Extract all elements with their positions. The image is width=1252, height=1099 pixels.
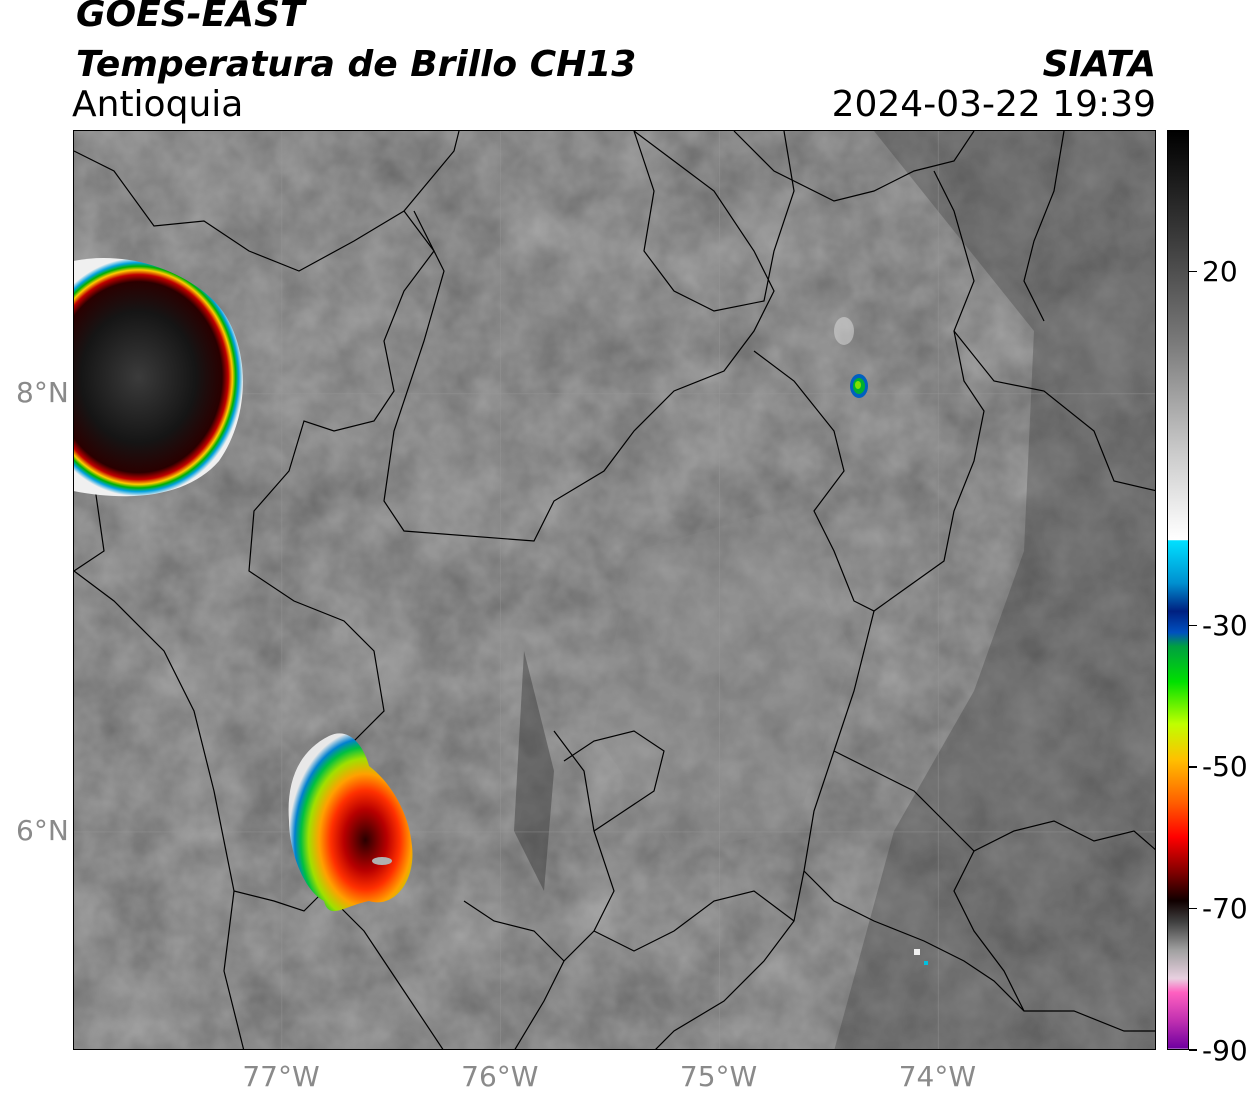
colorbar <box>1167 130 1189 1050</box>
x-tick-label: 76°W <box>461 1060 539 1093</box>
convective-storm-west <box>74 258 243 497</box>
y-tick-label: 8°N <box>16 376 69 410</box>
satellite-map <box>73 130 1156 1050</box>
datetime-label: 2024-03-22 19:39 <box>831 84 1156 125</box>
colorbar-tick-label: 20 <box>1202 255 1238 289</box>
small-cell-south <box>914 949 928 965</box>
map-canvas <box>74 131 1155 1049</box>
colorbar-tick-mark <box>1189 270 1197 273</box>
colorbar-tick-mark <box>1189 766 1197 768</box>
colorbar-tick-mark <box>1189 1049 1197 1051</box>
region-label: Antioquia <box>72 84 244 125</box>
convective-storm-south <box>288 733 413 912</box>
x-tick-label: 75°W <box>679 1060 758 1093</box>
colorbar-tick-mark <box>1189 624 1197 627</box>
colorbar-tick-mark <box>1189 907 1197 910</box>
colorbar-tick-label: -50 <box>1202 750 1248 784</box>
satellite-title: GOES-EAST <box>76 0 305 35</box>
agency-label: SIATA <box>1042 44 1156 85</box>
colorbar-tick-label: -90 <box>1202 1033 1248 1067</box>
x-tick-label: 74°W <box>898 1060 977 1093</box>
colorbar-tick-label: -70 <box>1202 891 1248 925</box>
x-tick-label: 77°W <box>242 1060 320 1093</box>
small-convective-cell <box>834 317 868 398</box>
colorbar-tick-label: -30 <box>1202 608 1248 642</box>
product-title: Temperatura de Brillo CH13 <box>76 44 637 85</box>
y-tick-label: 6°N <box>16 814 69 848</box>
graticule <box>74 131 1155 1049</box>
